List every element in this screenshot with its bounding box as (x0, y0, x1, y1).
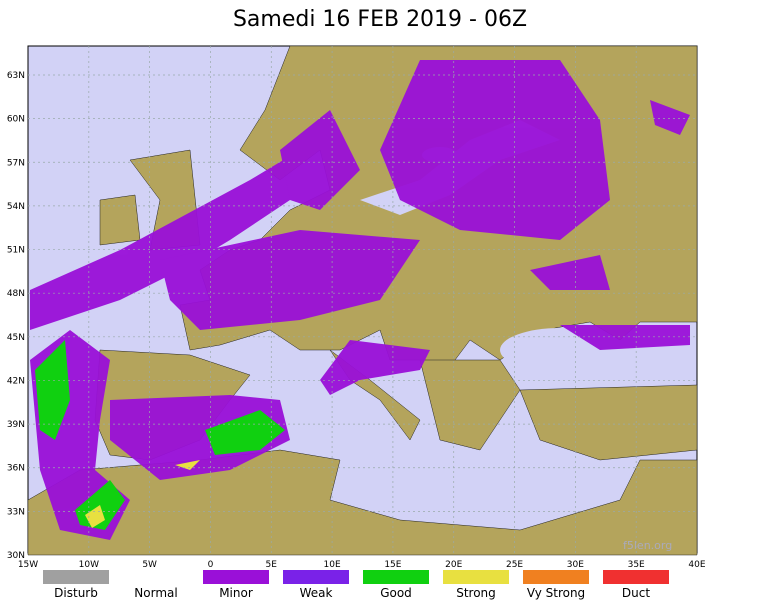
lat-label: 60N (7, 115, 25, 125)
watermark: f5len.org (623, 539, 672, 552)
legend-swatch (603, 570, 669, 584)
legend-swatch (283, 570, 349, 584)
lon-label: 20E (445, 560, 462, 570)
lon-label: 30E (567, 560, 584, 570)
lon-label: 15E (384, 560, 401, 570)
legend-swatch (523, 570, 589, 584)
lon-label: 15W (18, 560, 38, 570)
legend-swatch (203, 570, 269, 584)
lat-label: 39N (7, 420, 25, 430)
legend-label: Good (380, 586, 412, 600)
legend-label: Strong (456, 586, 496, 600)
legend-label: Vy Strong (527, 586, 585, 600)
legend-label: Weak (300, 586, 333, 600)
lon-label: 10W (79, 560, 99, 570)
map-title: Samedi 16 FEB 2019 - 06Z (233, 7, 527, 32)
map (27, 45, 698, 556)
legend-label: Normal (134, 586, 177, 600)
lat-label: 57N (7, 158, 25, 168)
lon-label: 25E (506, 560, 523, 570)
lon-label: 35E (628, 560, 645, 570)
legend-label: Minor (219, 586, 253, 600)
legend-swatch (123, 570, 189, 584)
lat-label: 63N (7, 71, 25, 81)
lat-label: 30N (7, 551, 25, 561)
lon-label: 40E (688, 560, 705, 570)
lat-label: 48N (7, 289, 25, 299)
lon-label: 5W (142, 560, 157, 570)
legend-swatch (43, 570, 109, 584)
lon-label: 5E (266, 560, 278, 570)
lat-label: 51N (7, 246, 25, 256)
lat-label: 45N (7, 333, 25, 343)
legend-swatch (363, 570, 429, 584)
lon-label: 10E (324, 560, 341, 570)
legend-label: Disturb (54, 586, 98, 600)
legend-label: Duct (622, 586, 650, 600)
lon-label: 0 (208, 560, 214, 570)
lat-label: 33N (7, 507, 25, 517)
lat-label: 42N (7, 376, 25, 386)
lat-label: 54N (7, 202, 25, 212)
lat-label: 36N (7, 464, 25, 474)
legend-swatch (443, 570, 509, 584)
